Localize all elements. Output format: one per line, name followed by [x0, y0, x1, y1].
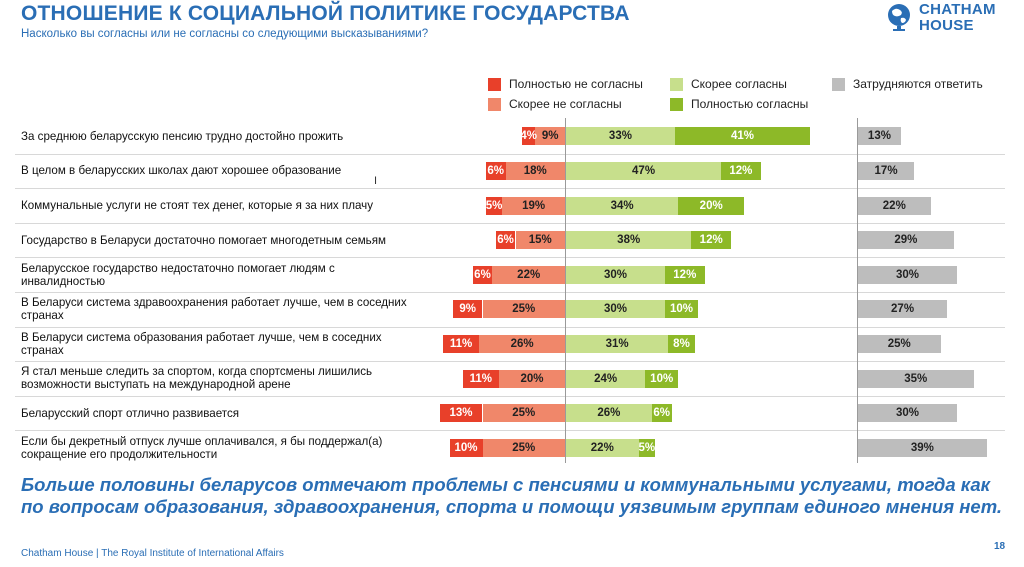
legend-swatch [832, 77, 845, 91]
row-separator [15, 430, 1005, 432]
row-separator [15, 326, 1005, 328]
bar-somewhat-agree: 22% [566, 438, 639, 457]
bar-strongly-disagree: 6% [485, 161, 506, 180]
bar-strongly-disagree: 6% [472, 265, 493, 284]
bar-dont-know: 29% [858, 231, 954, 250]
bar-somewhat-disagree: 18% [505, 161, 565, 180]
bar-strongly-disagree: 10% [449, 438, 483, 457]
legend-item-strongly-agree: Полностью согласны [670, 97, 808, 111]
bar-somewhat-agree: 33% [566, 127, 675, 146]
bar-strongly-agree: 6% [651, 404, 672, 423]
row-separator [15, 292, 1005, 293]
row-label: Если бы декретный отпуск лучше оплачивал… [21, 434, 383, 461]
row-label: В целом в беларусских школах дают хороше… [21, 164, 342, 178]
bar-strongly-disagree: 6% [495, 231, 516, 250]
row-separator [15, 188, 1005, 190]
bar-strongly-agree: 5% [639, 438, 655, 457]
row-separator [15, 361, 1005, 363]
bar-somewhat-disagree: 15% [515, 231, 565, 250]
bar-strongly-disagree: 11% [442, 334, 480, 353]
bar-somewhat-disagree: 20% [499, 369, 565, 388]
bar-somewhat-agree: 34% [566, 196, 679, 215]
bar-somewhat-agree: 47% [566, 161, 722, 180]
legend-item-somewhat-disagree: Скорее не согласны [488, 97, 622, 111]
bar-strongly-agree: 10% [665, 300, 698, 319]
bar-strongly-agree: 12% [691, 231, 731, 250]
zero-axis-line [565, 118, 566, 463]
legend-swatch [670, 97, 683, 111]
row-label: В Беларуси система образования работает … [21, 330, 382, 357]
row-separator [15, 395, 1005, 397]
legend-swatch [488, 97, 501, 111]
row-label: Беларусский спорт отлично развивается [21, 406, 240, 420]
bar-strongly-agree: 10% [645, 369, 679, 388]
bar-strongly-agree: 12% [721, 161, 761, 180]
bar-somewhat-agree: 38% [566, 231, 692, 250]
conclusion-text: Больше половины беларусов отмечают пробл… [21, 474, 1003, 517]
bar-somewhat-agree: 26% [566, 404, 652, 423]
bar-dont-know: 27% [858, 300, 948, 319]
bar-strongly-agree: 20% [678, 196, 745, 215]
page-number: 18 [994, 541, 1006, 552]
dont-know-axis-line [857, 118, 858, 463]
bar-dont-know: 30% [858, 404, 957, 423]
page-title: ОТНОШЕНИЕ К СОЦИАЛЬНОЙ ПОЛИТИКЕ ГОСУДАРС… [21, 2, 630, 25]
bar-somewhat-agree: 30% [566, 265, 665, 284]
text-cursor-icon: I [374, 175, 378, 187]
bar-somewhat-disagree: 25% [482, 404, 565, 423]
row-label: За среднюю беларусскую пенсию трудно дос… [21, 129, 344, 143]
bar-strongly-agree: 41% [674, 127, 811, 146]
chatham-house-logo: CHATHAM HOUSE [886, 1, 1006, 37]
legend-item-somewhat-agree: Скорее согласны [670, 77, 787, 91]
legend-swatch [488, 77, 501, 91]
bar-strongly-disagree: 9% [452, 300, 483, 319]
bar-strongly-agree: 8% [668, 334, 695, 353]
bar-strongly-disagree: 4% [520, 127, 537, 146]
bar-somewhat-agree: 30% [566, 300, 665, 319]
row-label: В Беларуси система здравоохранения работ… [21, 296, 407, 323]
bar-strongly-disagree: 13% [439, 404, 483, 423]
legend-item-dont-know: Затрудняются ответить [832, 77, 983, 91]
footer-source: Chatham House | The Royal Institute of I… [21, 548, 284, 559]
bar-strongly-agree: 12% [665, 265, 705, 284]
bar-somewhat-disagree: 19% [502, 196, 565, 215]
globe-icon [888, 4, 910, 31]
bar-somewhat-disagree: 9% [535, 127, 565, 146]
row-separator [15, 257, 1005, 259]
bar-dont-know: 35% [858, 369, 974, 388]
bar-strongly-disagree: 5% [486, 196, 502, 215]
bar-somewhat-disagree: 25% [482, 300, 565, 319]
row-label: Я стал меньше следить за спортом, когда … [21, 365, 373, 392]
bar-dont-know: 17% [858, 161, 915, 180]
bar-somewhat-agree: 31% [566, 334, 669, 353]
legend-item-strongly-disagree: Полностью не согласны [488, 77, 643, 91]
bar-dont-know: 13% [858, 127, 901, 146]
bar-strongly-disagree: 11% [462, 369, 499, 388]
page-subtitle: Насколько вы согласны или не согласны со… [21, 28, 429, 40]
bar-somewhat-disagree: 26% [479, 334, 565, 353]
bar-somewhat-agree: 24% [566, 369, 646, 388]
bar-dont-know: 22% [858, 196, 931, 215]
row-label: Государство в Беларуси достаточно помога… [21, 233, 386, 247]
bar-somewhat-disagree: 25% [482, 438, 565, 457]
row-label: Коммунальные услуги не стоят тех денег, … [21, 198, 374, 212]
row-separator [15, 153, 1005, 155]
logo-wordmark: CHATHAM HOUSE [919, 1, 996, 34]
row-separator [15, 222, 1005, 224]
legend-swatch [670, 77, 683, 91]
bar-dont-know: 39% [858, 438, 987, 457]
row-label: Беларусское государство недостаточно пом… [21, 261, 335, 288]
bar-somewhat-disagree: 22% [492, 265, 565, 284]
bar-dont-know: 30% [858, 265, 957, 284]
bar-dont-know: 25% [858, 334, 941, 353]
